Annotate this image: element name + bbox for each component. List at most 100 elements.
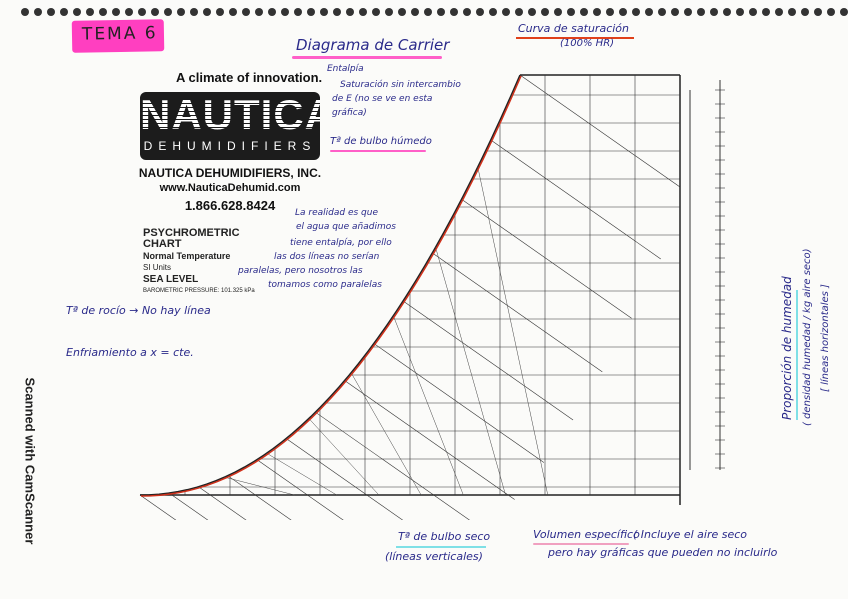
company-phone: 1.866.628.8424 [184, 198, 276, 213]
spiral-binding [21, 8, 848, 16]
camscanner-watermark: Scanned with CamScanner [22, 377, 38, 545]
spiral-ring [281, 8, 289, 16]
spiral-ring [801, 8, 809, 16]
note-realidad-6: tomamos como paralelas [268, 280, 382, 290]
spiral-ring [515, 8, 523, 16]
spiral-ring [112, 8, 120, 16]
specific-volume-line [435, 247, 506, 496]
note-saturacion-2: de E (no se ve en esta [332, 94, 433, 104]
spiral-ring [749, 8, 757, 16]
wet-bulb-line [285, 438, 404, 520]
spiral-ring [710, 8, 718, 16]
spiral-ring [86, 8, 94, 16]
nautica-logo: NAUTICA DEHUMIDIFIERS [140, 92, 335, 160]
brand-tagline: A climate of innovation. [176, 70, 323, 85]
spiral-ring [333, 8, 341, 16]
note-curva-saturacion: Curva de saturación [518, 22, 629, 35]
spiral-ring [242, 8, 250, 16]
note-enfriamiento: Enfriamiento a x = cte. [66, 346, 194, 359]
note-realidad-5: paralelas, pero nosotros las [238, 266, 363, 276]
spiral-ring [827, 8, 835, 16]
spiral-ring [47, 8, 55, 16]
spiral-ring [567, 8, 575, 16]
spiral-ring [632, 8, 640, 16]
note-volumen-2: ( Incluye el aire seco [633, 528, 748, 541]
spiral-ring [736, 8, 744, 16]
spiral-ring [437, 8, 445, 16]
spiral-ring [814, 8, 822, 16]
wet-bulb-line [344, 380, 515, 500]
note-realidad-2: el agua que añadimos [296, 222, 396, 232]
spiral-ring [619, 8, 627, 16]
note-volumen-3: pero hay gráficas que pueden no incluirl… [548, 546, 778, 559]
spiral-ring [788, 8, 796, 16]
spiral-ring [320, 8, 328, 16]
spiral-ring [359, 8, 367, 16]
spiral-ring [151, 8, 159, 16]
wet-bulb-line [519, 74, 681, 188]
spiral-ring [762, 8, 770, 16]
spiral-ring [125, 8, 133, 16]
saturation-curve-outline [139, 74, 521, 496]
note-rocio: Tª de rocío → No hay línea [66, 304, 211, 317]
spiral-ring [255, 8, 263, 16]
wet-bulb-line [315, 411, 470, 520]
note-proporcion-2: ( densidad humedad / kg aire seco) [802, 248, 813, 426]
psychrometric-chart [139, 74, 725, 520]
specific-volume-line [308, 418, 380, 496]
spiral-ring [541, 8, 549, 16]
spiral-ring [658, 8, 666, 16]
specific-volume-line [477, 166, 549, 496]
spiral-ring [424, 8, 432, 16]
wet-bulb-line [461, 199, 632, 319]
note-saturacion-3: gráfica) [332, 108, 367, 118]
note-entalpia: Entalpía [327, 64, 364, 74]
spiral-ring [346, 8, 354, 16]
spiral-ring [411, 8, 419, 16]
note-realidad-1: La realidad es que [295, 208, 378, 218]
spiral-ring [775, 8, 783, 16]
note-proporcion: Proporción de humedad [780, 276, 794, 420]
spiral-ring [528, 8, 536, 16]
chart-units: SI Units [143, 263, 172, 272]
spiral-ring [216, 8, 224, 16]
specific-volume-line [350, 372, 422, 496]
spiral-ring [294, 8, 302, 16]
chart-title-2: CHART [143, 238, 182, 250]
wet-bulb-line [256, 459, 344, 520]
spiral-ring [840, 8, 848, 16]
note-volumen: Volumen específico [533, 528, 640, 541]
spiral-ring [450, 8, 458, 16]
spiral-ring [463, 8, 471, 16]
chart-range: Normal Temperature [143, 251, 231, 261]
spiral-ring [697, 8, 705, 16]
spiral-ring [580, 8, 588, 16]
note-realidad-4: las dos líneas no serían [274, 252, 380, 262]
spiral-ring [73, 8, 81, 16]
spiral-ring [593, 8, 601, 16]
chart-pressure: BAROMETRIC PRESSURE: 101.325 kPa [143, 288, 255, 294]
topic-label: TEMA 6 [81, 23, 158, 45]
note-bulbo-humedo: Tª de bulbo húmedo [330, 136, 432, 147]
spiral-ring [554, 8, 562, 16]
page-title: Diagrama de Carrier [296, 36, 450, 54]
wet-bulb-line [402, 300, 574, 421]
spiral-ring [177, 8, 185, 16]
spiral-ring [606, 8, 614, 16]
note-proporcion-3: [ líneas horizontales ] [820, 284, 831, 392]
saturation-curve-highlight [140, 75, 522, 497]
spiral-ring [385, 8, 393, 16]
note-realidad-3: tiene entalpía, por ello [290, 238, 392, 248]
spiral-ring [229, 8, 237, 16]
spiral-ring [203, 8, 211, 16]
company-name: NAUTICA DEHUMIDIFIERS, INC. [138, 166, 322, 180]
spiral-ring [34, 8, 42, 16]
spiral-ring [372, 8, 380, 16]
wet-bulb-line [432, 252, 603, 373]
spiral-ring [60, 8, 68, 16]
spiral-ring [398, 8, 406, 16]
note-bulbo-seco: Tª de bulbo seco [398, 530, 491, 543]
spiral-ring [164, 8, 172, 16]
spiral-ring [671, 8, 679, 16]
spiral-ring [190, 8, 198, 16]
